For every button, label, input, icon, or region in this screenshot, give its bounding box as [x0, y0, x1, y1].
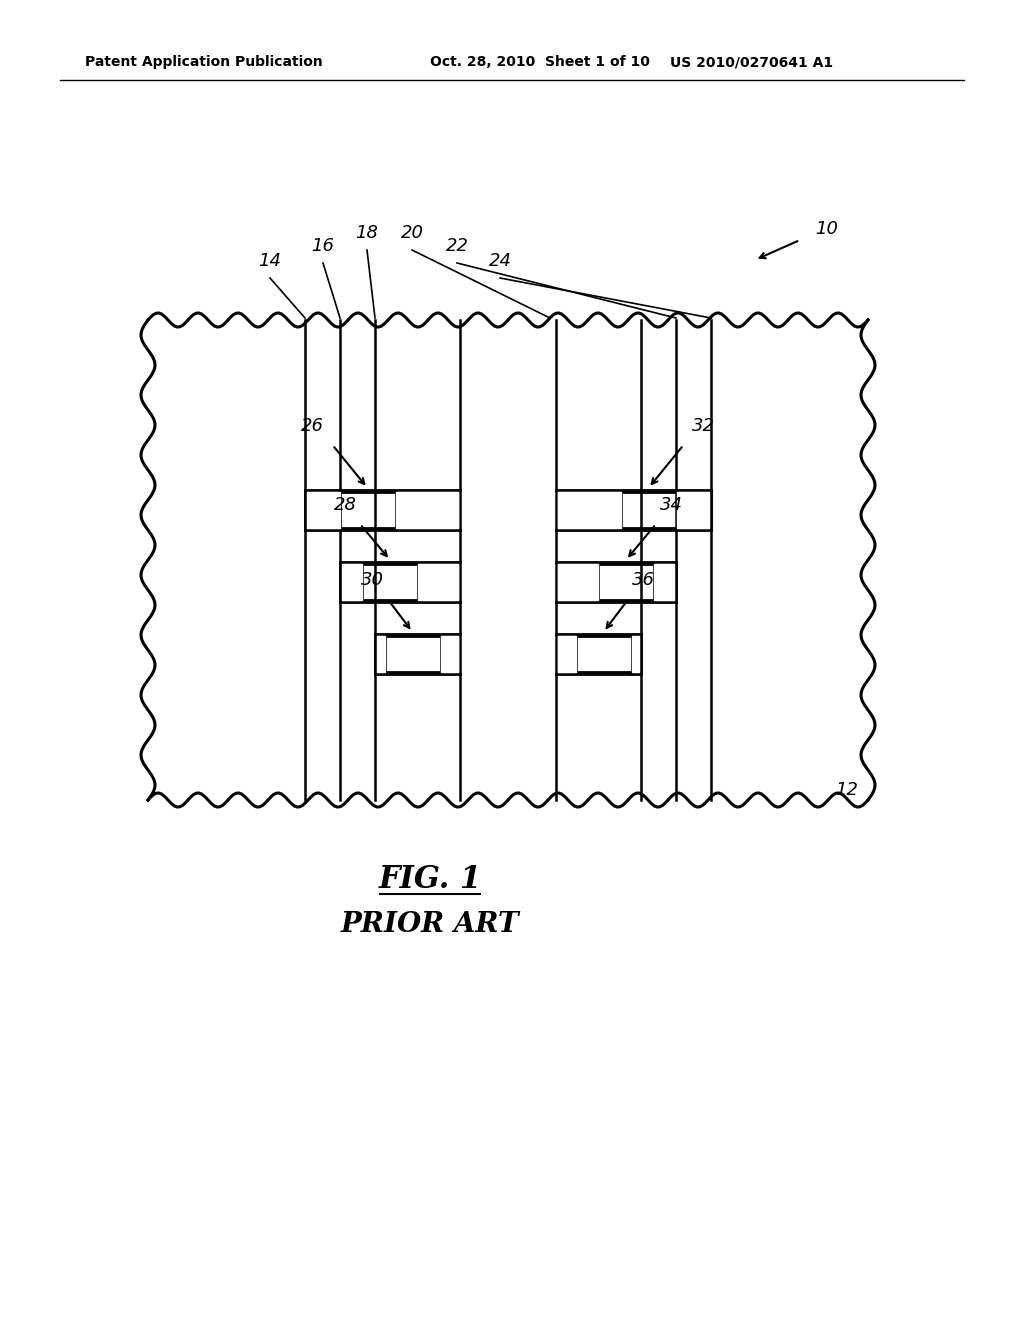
Text: Oct. 28, 2010  Sheet 1 of 10: Oct. 28, 2010 Sheet 1 of 10	[430, 55, 650, 69]
Text: 34: 34	[659, 496, 683, 513]
Text: 14: 14	[258, 252, 282, 271]
Text: 20: 20	[400, 224, 424, 242]
Text: 24: 24	[488, 252, 512, 271]
Text: 22: 22	[445, 238, 469, 255]
Text: Patent Application Publication: Patent Application Publication	[85, 55, 323, 69]
Text: 26: 26	[301, 417, 324, 436]
Text: 28: 28	[334, 496, 356, 513]
Text: US 2010/0270641 A1: US 2010/0270641 A1	[670, 55, 834, 69]
Text: 12: 12	[835, 781, 858, 799]
Text: PRIOR ART: PRIOR ART	[341, 912, 519, 939]
Text: 10: 10	[815, 220, 838, 238]
Text: 18: 18	[355, 224, 379, 242]
Text: 32: 32	[692, 417, 715, 436]
Text: FIG. 1: FIG. 1	[379, 865, 481, 895]
Text: 16: 16	[311, 238, 335, 255]
Text: 30: 30	[361, 572, 384, 589]
Text: 36: 36	[632, 572, 655, 589]
